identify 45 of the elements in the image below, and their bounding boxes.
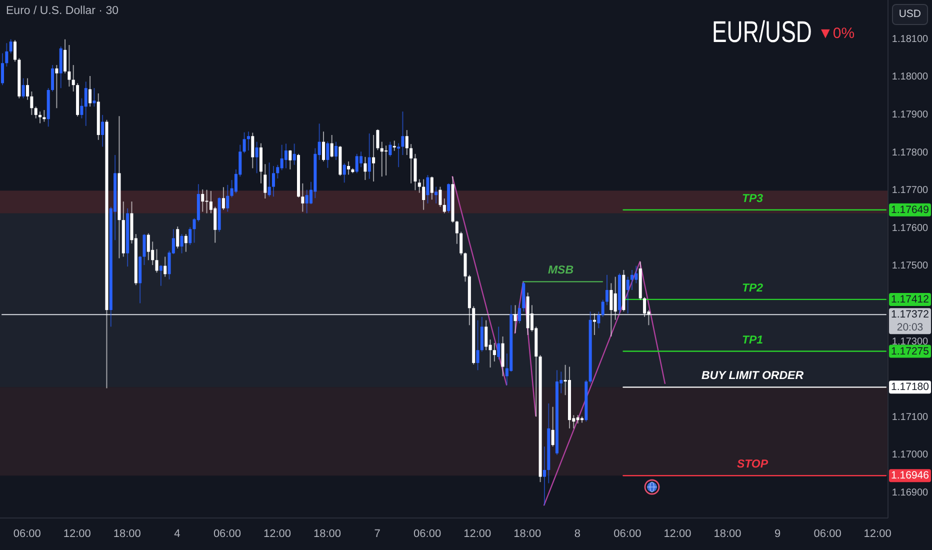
x-tick-label: 12:00 bbox=[664, 528, 692, 540]
data-label: 1.17180 bbox=[891, 381, 930, 394]
x-tick-label: 12:00 bbox=[63, 528, 91, 540]
y-tick-label: 1.17600 bbox=[892, 222, 929, 234]
x-tick-label: 12:00 bbox=[263, 528, 292, 540]
series-label: BUY LIMIT ORDER bbox=[702, 370, 804, 382]
x-tick-label: 12:00 bbox=[464, 528, 492, 540]
x-tick-label: 06:00 bbox=[414, 528, 442, 540]
text: 20:03 bbox=[896, 322, 924, 334]
x-tick-label: 06:00 bbox=[614, 528, 642, 540]
x-tick-label: 8 bbox=[574, 528, 580, 540]
y-tick-label: 1.17700 bbox=[892, 185, 929, 196]
x-tick-label: 18:00 bbox=[113, 528, 141, 540]
series-label: TP3 bbox=[742, 192, 764, 205]
data-label: 1.17372 bbox=[891, 308, 930, 321]
series-label: MSB bbox=[548, 264, 574, 277]
series-label: TP2 bbox=[742, 282, 764, 294]
y-axis-title: USD bbox=[892, 4, 928, 25]
x-tick-label: 7 bbox=[374, 528, 380, 540]
annotation: ▼0% bbox=[818, 25, 855, 43]
x-tick-label: 4 bbox=[174, 528, 180, 540]
text: EUR/USD bbox=[712, 16, 812, 50]
y-tick-label: 1.17900 bbox=[892, 109, 929, 120]
x-tick-label: 9 bbox=[774, 528, 781, 540]
series-label: TP1 bbox=[742, 334, 764, 346]
y-tick-label: 1.17100 bbox=[892, 412, 929, 423]
data-label: 1.17275 bbox=[891, 345, 930, 358]
data-label: 1.17412 bbox=[891, 293, 930, 306]
x-tick-label: 18:00 bbox=[714, 528, 742, 540]
data-label: 1.16946 bbox=[891, 470, 930, 482]
y-tick-label: 1.18100 bbox=[892, 34, 929, 45]
x-tick-label: 06:00 bbox=[13, 528, 41, 540]
series-label: STOP bbox=[736, 458, 768, 471]
x-tick-label: 06:00 bbox=[814, 528, 842, 540]
y-tick-label: 1.16900 bbox=[892, 488, 929, 499]
x-tick-label: 18:00 bbox=[514, 528, 542, 540]
x-tick-label: 18:00 bbox=[314, 528, 342, 540]
y-tick-label: 1.17500 bbox=[892, 260, 929, 272]
y-tick-label: 1.17800 bbox=[892, 147, 929, 158]
y-tick-label: 1.17000 bbox=[892, 450, 929, 461]
x-tick-label: 12:00 bbox=[864, 528, 892, 540]
x-tick-label: 06:00 bbox=[213, 528, 241, 540]
y-tick-label: 1.18000 bbox=[892, 72, 929, 83]
chart-subtitle: Euro / U.S. Dollar · 30 bbox=[6, 5, 118, 17]
data-label: 1.17649 bbox=[891, 204, 930, 216]
